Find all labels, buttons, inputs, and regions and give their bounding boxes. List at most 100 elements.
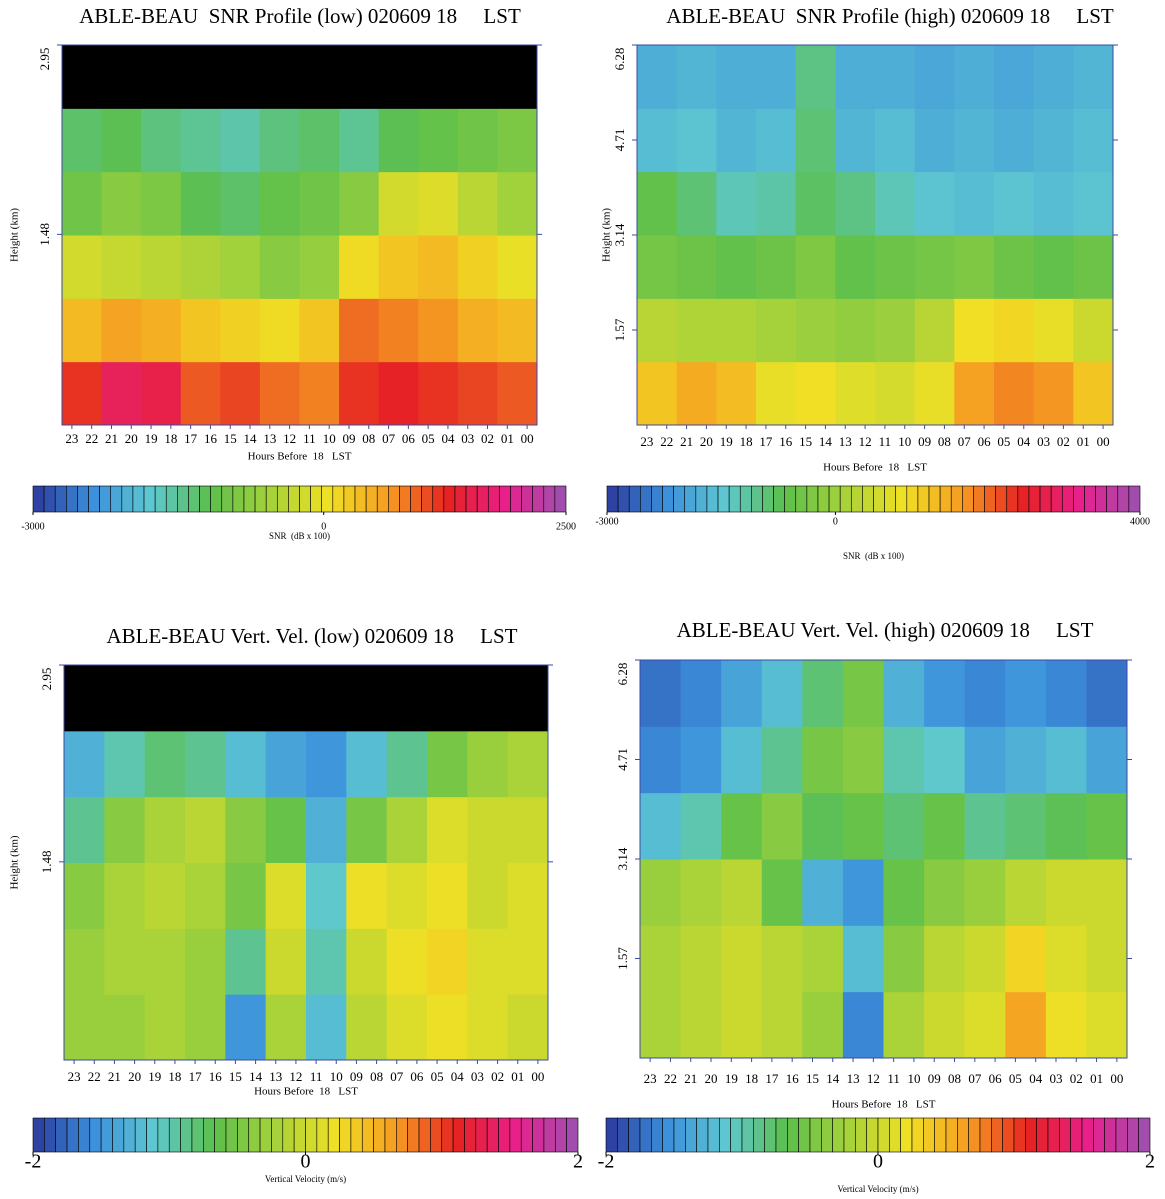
- heatmap-cell: [924, 660, 966, 727]
- x-tick-label: 18: [168, 1069, 181, 1084]
- colorbar-swatch: [243, 485, 256, 513]
- x-axis-label: Hours Before 18 LST: [254, 1086, 358, 1098]
- x-tick-label: 00: [531, 1069, 544, 1084]
- no-data-cell: [418, 45, 459, 109]
- heatmap-cell: [994, 235, 1035, 299]
- colorbar-swatch: [728, 485, 741, 513]
- x-tick-label: 16: [209, 1069, 223, 1084]
- colorbar-swatch: [850, 485, 863, 513]
- colorbar-swatch: [606, 485, 619, 513]
- heatmap-cell: [144, 796, 186, 863]
- colorbar-tick-label: 4000: [1130, 516, 1150, 527]
- heatmap-cell: [756, 298, 797, 363]
- x-tick-label: 10: [330, 1069, 343, 1084]
- heatmap-cell: [994, 171, 1035, 236]
- colorbar-swatch: [418, 1117, 431, 1153]
- colorbar-swatch: [1047, 1117, 1060, 1153]
- heatmap-cell: [640, 925, 682, 993]
- colorbar-swatch: [157, 1117, 170, 1153]
- colorbar-swatch: [121, 485, 134, 513]
- chart-title: ABLE-BEAU SNR Profile (low) 020609 18 LS…: [79, 4, 521, 28]
- x-tick-label: 04: [441, 431, 455, 446]
- x-tick-label: 13: [263, 431, 276, 446]
- x-tick-label: 04: [1017, 434, 1031, 449]
- colorbar-swatch: [1006, 485, 1019, 513]
- colorbar-swatch: [532, 485, 545, 513]
- colorbar-swatch: [232, 485, 245, 513]
- colorbar-swatch: [753, 1117, 765, 1153]
- panel: ABLE-BEAU SNR Profile (low) 020609 18 LS…: [9, 4, 576, 541]
- heatmap-cell: [1033, 45, 1074, 109]
- x-tick-label: 15: [806, 1071, 819, 1086]
- colorbar-swatch: [134, 1117, 147, 1153]
- x-tick-label: 23: [644, 1071, 657, 1086]
- colorbar-swatch: [543, 1117, 556, 1153]
- colorbar-swatch: [554, 485, 567, 513]
- colorbar-swatch: [476, 485, 489, 513]
- heatmap-cell: [1045, 859, 1087, 926]
- y-tick-label: 6.28: [612, 48, 627, 71]
- heatmap-cell: [883, 991, 925, 1059]
- colorbar-label: SNR (dB x 100): [269, 531, 330, 541]
- no-data-cell: [457, 45, 498, 109]
- heatmap-cell: [299, 235, 340, 299]
- heatmap-cell: [386, 730, 428, 798]
- colorbar-swatch: [321, 485, 334, 513]
- colorbar-swatch: [695, 485, 708, 513]
- colorbar-swatch: [639, 1117, 652, 1153]
- heatmap-cell: [306, 994, 347, 1061]
- x-tick-label: 22: [85, 431, 98, 446]
- x-tick-label: 01: [501, 431, 514, 446]
- heatmap-cell: [64, 994, 105, 1061]
- colorbar-swatch: [361, 1117, 374, 1153]
- heatmap-cell: [761, 859, 803, 926]
- x-tick-label: 22: [88, 1069, 101, 1084]
- no-data-cell: [180, 45, 221, 109]
- colorbar-swatch: [123, 1117, 136, 1153]
- x-tick-label: 20: [125, 431, 138, 446]
- heatmap-cell: [1045, 660, 1087, 727]
- no-data-cell: [185, 665, 226, 732]
- y-axis-label: Height (km): [9, 208, 21, 262]
- x-tick-label: 18: [164, 431, 177, 446]
- heatmap-cell: [467, 994, 509, 1061]
- colorbar-tick-label: 0: [833, 516, 838, 527]
- heatmap-cell: [180, 235, 221, 299]
- colorbar-swatch: [32, 1117, 45, 1153]
- heatmap-cell: [954, 235, 995, 299]
- heatmap-cell: [62, 108, 103, 173]
- heatmap-cell: [676, 45, 717, 109]
- heatmap-cell: [640, 792, 682, 860]
- colorbar-swatch: [809, 1117, 822, 1153]
- colorbar-tick-label: 2500: [556, 521, 576, 532]
- colorbar-swatch: [343, 485, 356, 513]
- colorbar-swatch: [177, 485, 189, 513]
- colorbar-swatch: [452, 1117, 465, 1153]
- x-tick-label: 12: [289, 1069, 302, 1084]
- colorbar-swatch: [640, 485, 652, 513]
- x-tick-label: 16: [204, 431, 218, 446]
- heatmap-cell: [299, 298, 340, 363]
- heatmap-cell: [1033, 108, 1074, 173]
- colorbar-swatch: [662, 485, 674, 513]
- heatmap-cell: [259, 171, 300, 236]
- heatmap-cell: [756, 235, 797, 299]
- heatmap-cell: [1073, 108, 1114, 173]
- heatmap-cell: [299, 108, 340, 173]
- colorbar-swatch: [719, 1117, 731, 1153]
- heatmap-cell: [756, 108, 797, 173]
- x-tick-label: 17: [189, 1069, 203, 1084]
- heatmap-cell: [924, 925, 966, 993]
- heatmap-cell: [761, 660, 803, 727]
- heatmap-cell: [640, 991, 682, 1059]
- heatmap-cell: [1073, 298, 1114, 363]
- x-tick-label: 14: [249, 1069, 263, 1084]
- colorbar-swatch: [282, 1117, 295, 1153]
- heatmap-cell: [507, 862, 549, 929]
- colorbar-swatch: [365, 485, 378, 513]
- x-tick-label: 13: [847, 1071, 860, 1086]
- colorbar-swatch: [265, 485, 278, 513]
- heatmap-cell: [265, 928, 307, 995]
- heatmap-cell: [954, 108, 995, 173]
- x-tick-label: 11: [879, 434, 892, 449]
